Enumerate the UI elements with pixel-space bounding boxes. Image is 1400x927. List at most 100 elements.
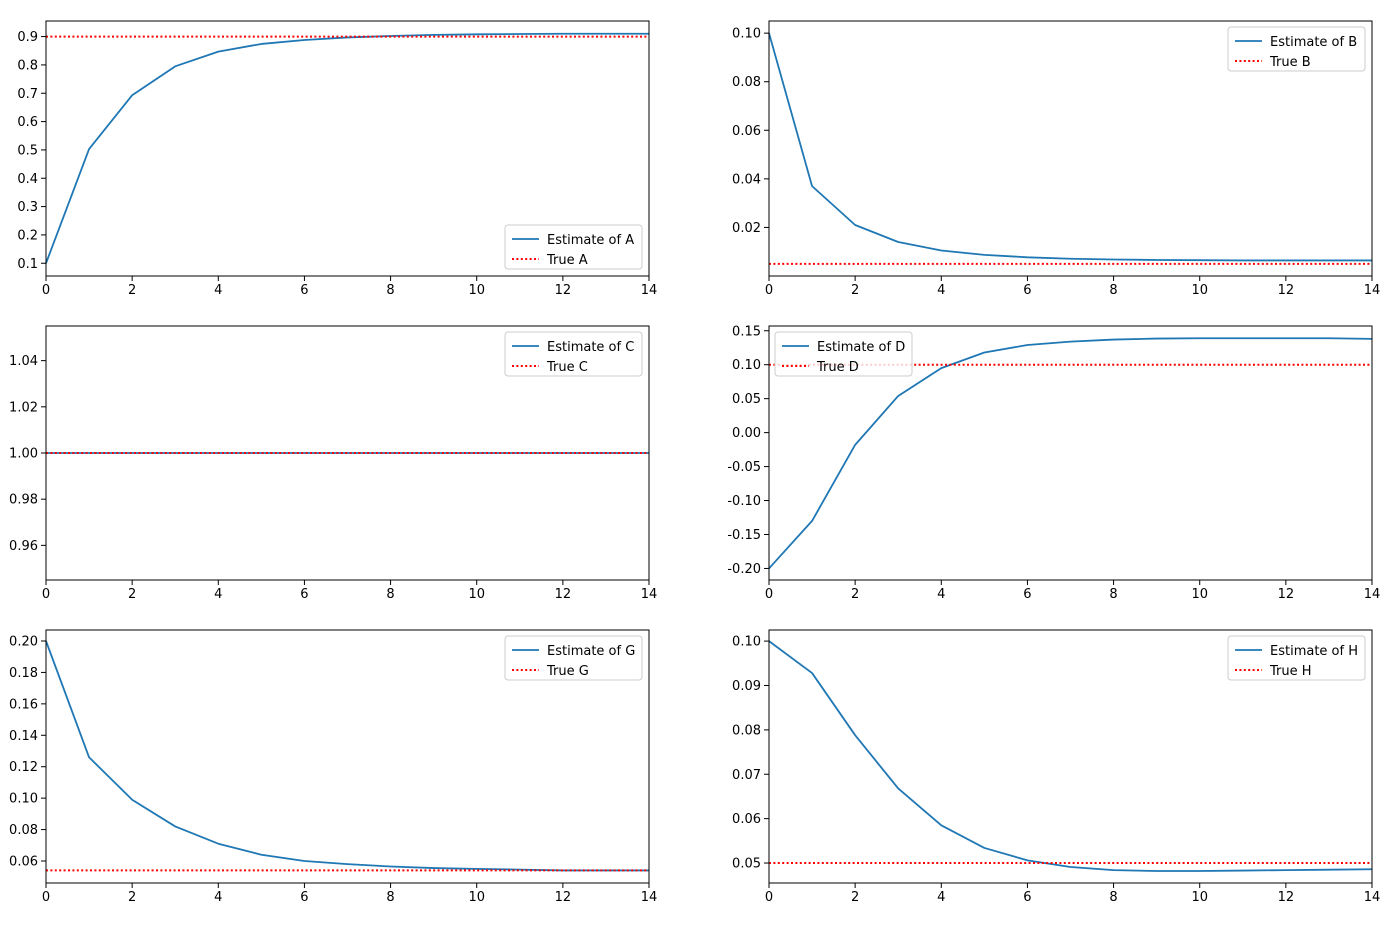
subplot-a: 0 2 4 6 8 10 12 14 0.1 0.2 0.3 0.4 0.5 0.6 0.7 0.8 0.9 Es… bbox=[17, 20, 658, 298]
legend-box bbox=[504, 331, 643, 377]
x-tick-label: 6 bbox=[300, 890, 308, 905]
y-tick-label: 0.14 bbox=[9, 729, 38, 744]
legend-box bbox=[1227, 26, 1366, 72]
x-tick-label: 2 bbox=[128, 587, 136, 602]
x-tick-label: 14 bbox=[1364, 587, 1381, 602]
y-tick-label: 0.2 bbox=[17, 228, 38, 243]
y-tick-label: 0.15 bbox=[732, 324, 761, 339]
y-tick-label: 0.10 bbox=[732, 358, 761, 373]
y-tick-label: 0.16 bbox=[9, 697, 38, 712]
y-tick-label: 0.08 bbox=[732, 723, 761, 738]
legend-box bbox=[504, 635, 643, 681]
y-tick-label: 0.7 bbox=[17, 87, 38, 102]
x-tick-label: 8 bbox=[1109, 587, 1117, 602]
x-tick-label: 0 bbox=[42, 283, 50, 298]
y-tick-label: 0.4 bbox=[17, 172, 38, 187]
y-tick-label: 0.3 bbox=[17, 200, 38, 215]
legend-label: Estimate of C bbox=[547, 340, 634, 355]
series-line-b-0 bbox=[768, 32, 1372, 262]
legend-box bbox=[1227, 635, 1366, 681]
axes-frame bbox=[45, 20, 650, 277]
x-tick-label: 2 bbox=[851, 587, 859, 602]
y-tick-label: -0.20 bbox=[727, 562, 761, 577]
y-tick-label: 0.10 bbox=[732, 635, 761, 650]
subplot-g: 0 2 4 6 8 10 12 14 0.06 0.08 0.10 0.12 0.14 0.16 0.18 0… bbox=[9, 629, 657, 905]
legend-label: True A bbox=[546, 253, 588, 268]
x-tick-label: 0 bbox=[42, 587, 50, 602]
x-tick-label: 8 bbox=[1109, 283, 1117, 298]
y-tick-label: 0.00 bbox=[732, 426, 761, 441]
y-tick-label: 0.12 bbox=[9, 760, 38, 775]
y-tick-label: 0.06 bbox=[732, 812, 761, 827]
legend: Estimate of H True H bbox=[1227, 635, 1366, 681]
y-tick-label: 0.02 bbox=[732, 221, 761, 236]
y-tick-label: 0.18 bbox=[9, 666, 38, 681]
y-tick-label: 0.10 bbox=[9, 792, 38, 807]
y-tick-label: 0.8 bbox=[17, 58, 38, 73]
x-tick-label: 0 bbox=[765, 283, 773, 298]
legend-label: True C bbox=[546, 360, 588, 375]
y-tick-label: 1.04 bbox=[9, 354, 38, 369]
y-tick-label: 0.09 bbox=[732, 679, 761, 694]
legend-label: Estimate of A bbox=[547, 233, 634, 248]
x-tick-label: 12 bbox=[1278, 890, 1295, 905]
y-tick-label: 0.20 bbox=[9, 635, 38, 650]
axes-frame bbox=[768, 629, 1373, 884]
x-tick-label: 4 bbox=[214, 890, 222, 905]
x-tick-label: 4 bbox=[937, 890, 945, 905]
legend-box bbox=[504, 224, 643, 270]
axes-frame bbox=[768, 20, 1373, 277]
x-tick-label: 4 bbox=[937, 283, 945, 298]
x-tick-label: 10 bbox=[468, 283, 485, 298]
x-tick-label: 0 bbox=[765, 587, 773, 602]
x-tick-label: 14 bbox=[641, 283, 658, 298]
y-tick-label: 0.04 bbox=[732, 172, 761, 187]
y-tick-label: 0.08 bbox=[9, 823, 38, 838]
y-tick-label: 0.10 bbox=[732, 27, 761, 42]
x-tick-label: 10 bbox=[1191, 587, 1208, 602]
legend: Estimate of A True A bbox=[504, 224, 643, 270]
legend-label: True H bbox=[1269, 664, 1312, 679]
legend: Estimate of B True B bbox=[1227, 26, 1366, 72]
y-tick-label: 0.07 bbox=[732, 768, 761, 783]
x-tick-label: 10 bbox=[468, 587, 485, 602]
y-tick-label: 0.06 bbox=[732, 124, 761, 139]
x-tick-label: 2 bbox=[128, 283, 136, 298]
x-tick-label: 12 bbox=[555, 890, 572, 905]
legend: Estimate of G True G bbox=[504, 635, 643, 681]
x-tick-label: 2 bbox=[851, 283, 859, 298]
subplot-c: 0 2 4 6 8 10 12 14 0.96 0.98 1.00 1.02 1.04 Estimate … bbox=[9, 325, 657, 602]
y-tick-label: 0.05 bbox=[732, 392, 761, 407]
x-tick-label: 8 bbox=[1109, 890, 1117, 905]
y-tick-label: 0.5 bbox=[17, 143, 38, 158]
y-tick-label: 0.96 bbox=[9, 539, 38, 554]
series-line-a-0 bbox=[45, 32, 649, 264]
legend-label: True B bbox=[1269, 55, 1311, 70]
y-tick-label: 1.02 bbox=[9, 400, 38, 415]
series-line-d-0 bbox=[768, 337, 1373, 570]
x-tick-label: 10 bbox=[1191, 283, 1208, 298]
legend-label: True D bbox=[816, 360, 859, 375]
legend-box bbox=[774, 331, 913, 377]
x-tick-label: 6 bbox=[300, 587, 308, 602]
axes-frame bbox=[768, 325, 1373, 581]
x-tick-label: 12 bbox=[555, 283, 572, 298]
x-tick-label: 6 bbox=[300, 283, 308, 298]
x-tick-label: 2 bbox=[851, 890, 859, 905]
subplot-h: 0 2 4 6 8 10 12 14 0.05 0.06 0.07 0.08 0.09 0.10 Estim… bbox=[732, 629, 1380, 905]
legend-label: True G bbox=[546, 664, 589, 679]
x-tick-label: 12 bbox=[1278, 283, 1295, 298]
subplot-b: 0 2 4 6 8 10 12 14 0.02 0.04 0.06 0.08 0.10 Estimate … bbox=[732, 20, 1380, 298]
legend-label: Estimate of G bbox=[547, 644, 635, 659]
x-tick-label: 8 bbox=[386, 283, 394, 298]
legend: Estimate of D True D bbox=[774, 331, 913, 377]
series-line-h-0 bbox=[768, 640, 1373, 872]
x-tick-label: 12 bbox=[1278, 587, 1295, 602]
y-tick-label: -0.10 bbox=[727, 494, 761, 509]
x-tick-label: 4 bbox=[214, 587, 222, 602]
y-tick-label: 1.00 bbox=[9, 447, 38, 462]
legend-label: Estimate of H bbox=[1270, 644, 1358, 659]
x-tick-label: 6 bbox=[1023, 283, 1031, 298]
x-tick-label: 12 bbox=[555, 587, 572, 602]
